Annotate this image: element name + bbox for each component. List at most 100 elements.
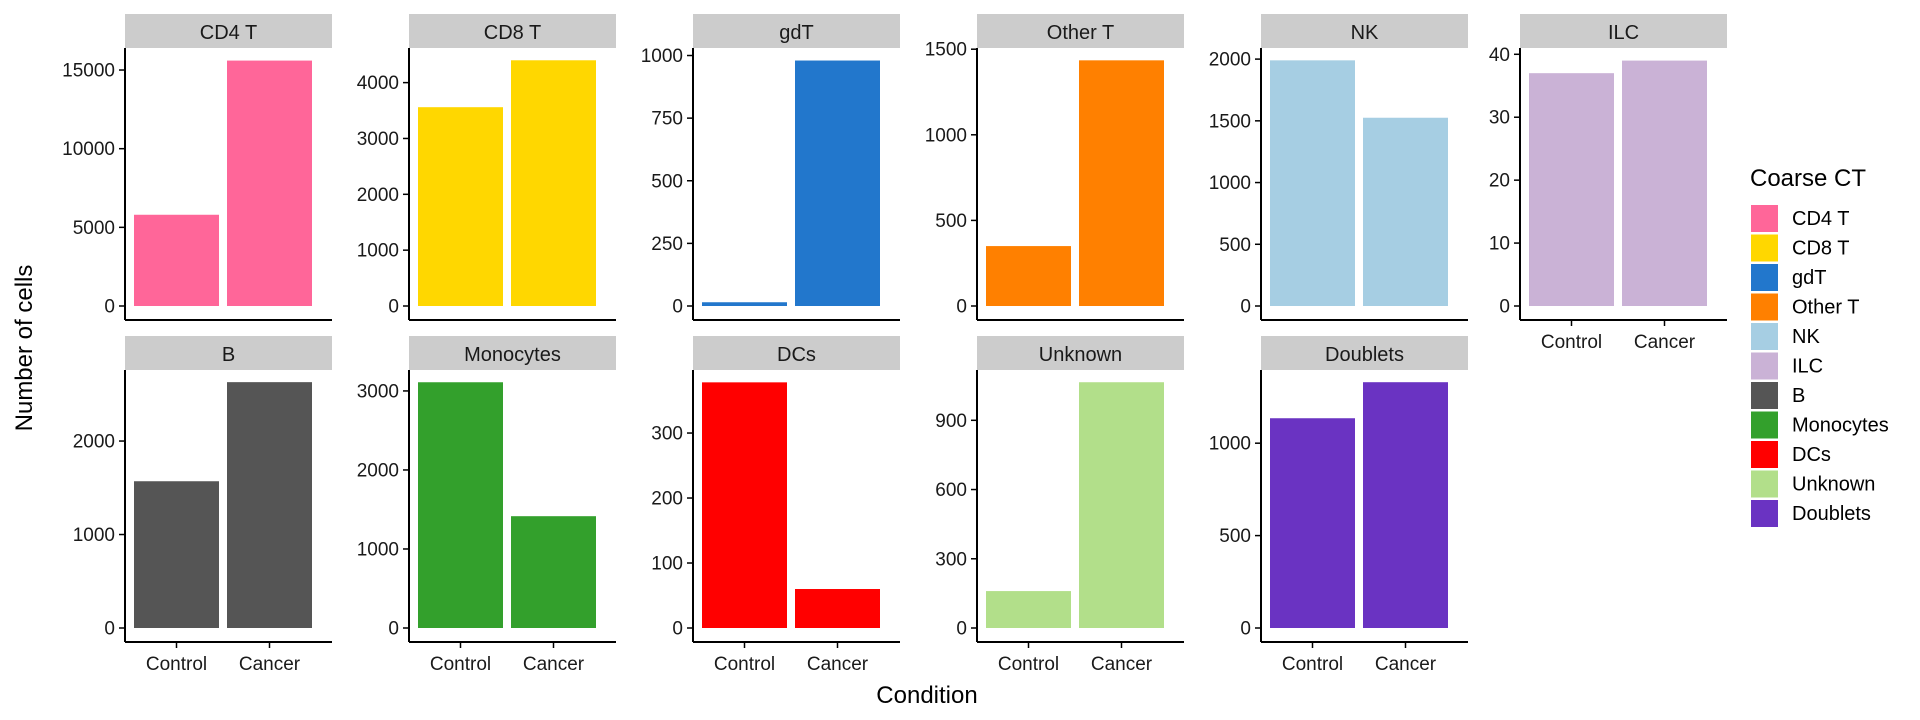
- legend-swatch: [1751, 323, 1778, 350]
- y-tick-label: 20: [1489, 171, 1510, 192]
- y-tick-label: 500: [935, 211, 967, 232]
- legend-swatch: [1751, 500, 1778, 527]
- facet-title: gdT: [779, 22, 813, 44]
- facet-strip: [1261, 336, 1468, 370]
- facet-title: CD8 T: [484, 22, 541, 44]
- bar-cancer: [1079, 382, 1164, 628]
- y-tick-label: 300: [651, 424, 683, 445]
- x-tick-label: Control: [1282, 654, 1343, 675]
- y-tick-label: 2000: [1209, 50, 1251, 71]
- y-tick-label: 500: [1219, 526, 1251, 547]
- facet-strip: [977, 14, 1184, 48]
- bar-cancer: [227, 382, 312, 628]
- y-tick-label: 0: [104, 619, 115, 640]
- y-tick-label: 0: [1240, 297, 1251, 318]
- facet-panel: CD4 T 0 5000 10000 15000: [62, 14, 332, 321]
- facet-strip: [409, 14, 616, 48]
- legend-item: Unknown: [1751, 470, 1875, 498]
- y-tick-label: 1000: [357, 241, 399, 262]
- facet-strip: [125, 14, 332, 48]
- bar-cancer: [795, 589, 880, 628]
- y-tick-label: 1500: [925, 40, 967, 61]
- legend: Coarse CT CD4 T CD8 T gdT Other T NK ILC B Mono…: [1750, 165, 1889, 527]
- facet-title: Other T: [1047, 22, 1114, 44]
- facet-panel: gdT 0 250 500 750 1000: [641, 14, 900, 321]
- facet-strip: [409, 336, 616, 370]
- y-tick-label: 0: [672, 297, 683, 318]
- bar-control: [702, 382, 787, 628]
- facet-panel: B 0 1000 2000 Control Cancer: [73, 336, 332, 675]
- facet-panel: ILC 0 10 20 30 40 Control Cancer: [1489, 14, 1727, 353]
- y-tick-label: 3000: [357, 129, 399, 150]
- bar-control: [1270, 418, 1355, 628]
- bar-control: [134, 481, 219, 628]
- legend-label: CD8 T: [1792, 238, 1849, 260]
- y-tick-label: 0: [956, 619, 967, 640]
- bar-control: [418, 382, 503, 628]
- y-tick-label: 0: [104, 297, 115, 318]
- x-tick-label: Control: [146, 654, 207, 675]
- facet-panel: DCs 0 100 200 300 Control Cancer: [651, 336, 900, 675]
- legend-swatch: [1751, 411, 1778, 439]
- legend-swatch: [1751, 382, 1778, 409]
- y-tick-label: 750: [651, 109, 683, 130]
- y-tick-label: 250: [651, 234, 683, 255]
- y-tick-label: 3000: [357, 381, 399, 402]
- facet-strip: [693, 336, 900, 370]
- facet-title: Unknown: [1039, 344, 1122, 366]
- y-tick-label: 15000: [62, 61, 115, 82]
- legend-item: gdT: [1751, 264, 1826, 291]
- facet-panel: Other T 0 500 1000 1500: [925, 14, 1184, 321]
- bar-control: [134, 214, 219, 306]
- facet-title: NK: [1351, 22, 1379, 44]
- y-tick-label: 2000: [357, 460, 399, 481]
- legend-label: Doublets: [1792, 503, 1871, 525]
- y-tick-label: 900: [935, 411, 967, 432]
- y-tick-label: 30: [1489, 108, 1510, 129]
- y-tick-label: 1000: [1209, 173, 1251, 194]
- x-axis-title: Condition: [876, 682, 977, 709]
- y-tick-label: 5000: [73, 218, 115, 239]
- x-tick-label: Control: [430, 654, 491, 675]
- x-tick-label: Cancer: [239, 654, 301, 675]
- bar-control: [702, 302, 787, 306]
- y-tick-label: 1000: [73, 525, 115, 546]
- x-tick-label: Cancer: [1375, 654, 1437, 675]
- facet-title: B: [222, 344, 235, 366]
- bar-cancer: [1363, 382, 1448, 628]
- bar-cancer: [1363, 117, 1448, 306]
- legend-swatch: [1751, 205, 1778, 232]
- y-tick-label: 4000: [357, 73, 399, 94]
- legend-label: CD4 T: [1792, 208, 1849, 230]
- y-tick-label: 0: [388, 297, 399, 318]
- legend-items: CD4 T CD8 T gdT Other T NK ILC B Monocytes DCs Un…: [1751, 205, 1889, 527]
- facet-panel: CD8 T 0 1000 2000 3000 4000: [357, 14, 616, 321]
- legend-item: CD8 T: [1751, 234, 1849, 262]
- y-tick-label: 0: [956, 297, 967, 318]
- bar-control: [986, 246, 1071, 306]
- bar-control: [1529, 73, 1614, 306]
- legend-swatch: [1751, 293, 1778, 321]
- legend-swatch: [1751, 234, 1778, 262]
- legend-label: DCs: [1792, 444, 1831, 466]
- x-tick-label: Cancer: [523, 654, 585, 675]
- facet-strip: [977, 336, 1184, 370]
- y-tick-label: 0: [388, 619, 399, 640]
- legend-swatch: [1751, 441, 1778, 468]
- bar-cancer: [1622, 60, 1707, 307]
- legend-item: CD4 T: [1751, 205, 1849, 232]
- bar-cancer: [795, 60, 880, 306]
- facet-title: CD4 T: [200, 22, 257, 44]
- facet-strip: [693, 14, 900, 48]
- bar-control: [986, 591, 1071, 628]
- y-tick-label: 10000: [62, 139, 115, 160]
- y-tick-label: 2000: [73, 432, 115, 453]
- legend-item: NK: [1751, 323, 1820, 350]
- y-tick-label: 600: [935, 480, 967, 501]
- legend-item: Other T: [1751, 293, 1859, 321]
- facet-panel: Unknown 0 300 600 900 Control Cancer: [935, 336, 1184, 675]
- x-tick-label: Cancer: [1091, 654, 1153, 675]
- bar-cancer: [227, 60, 312, 307]
- x-tick-label: Control: [998, 654, 1059, 675]
